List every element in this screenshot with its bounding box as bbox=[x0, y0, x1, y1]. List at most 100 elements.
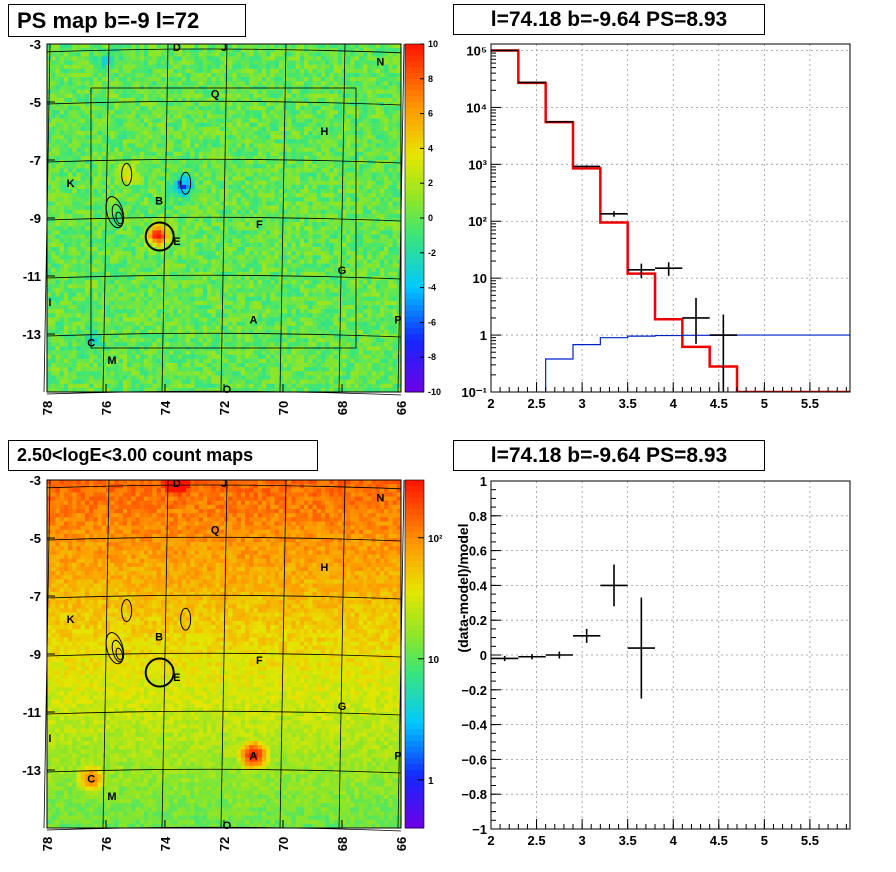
source-label-i: I bbox=[48, 297, 51, 309]
source-label-d: D bbox=[173, 478, 181, 490]
model-step-line bbox=[491, 49, 850, 392]
x-tick-label: 4.5 bbox=[710, 396, 728, 411]
x-tick-label: 3.5 bbox=[619, 833, 637, 848]
colorbar-tick-label: 10 bbox=[428, 39, 438, 49]
source-label-e: E bbox=[173, 236, 180, 248]
source-label-j: J bbox=[221, 42, 227, 54]
spectrum-plot: 2 2.5 3 3.5 4 4.5 5 5.5 10⁵ 10⁴ 10³ 10² 10 1 10⁻¹ bbox=[461, 43, 851, 411]
grid-longitude-line bbox=[338, 43, 346, 393]
y-tick-label: -3 bbox=[29, 473, 41, 488]
source-label-p: P bbox=[394, 315, 401, 327]
source-label-o: O bbox=[223, 384, 232, 396]
source-label-j: J bbox=[221, 478, 227, 490]
contour bbox=[121, 599, 133, 622]
grid-longitude-line bbox=[102, 479, 110, 829]
background-step-line bbox=[545, 334, 850, 392]
source-circle bbox=[144, 221, 175, 252]
contour bbox=[115, 211, 124, 225]
y-tick-label: 10² bbox=[468, 214, 487, 229]
x-tick-label: 5 bbox=[761, 396, 768, 411]
colorbar-tick-label: -4 bbox=[428, 283, 436, 293]
y-tick-label: 10 bbox=[473, 271, 487, 286]
grid-longitude-line bbox=[220, 479, 228, 829]
source-label-q: Q bbox=[211, 524, 220, 536]
grid-latitude-line bbox=[46, 594, 402, 600]
contour bbox=[180, 171, 192, 195]
grid-longitude-line bbox=[338, 479, 346, 829]
contour bbox=[121, 163, 133, 186]
ps-map-heatmap bbox=[47, 44, 402, 393]
x-tick-label: 78 bbox=[40, 401, 55, 415]
source-label-f: F bbox=[256, 219, 263, 231]
y-tick-label: 10³ bbox=[468, 157, 487, 172]
y-tick-label: -3 bbox=[29, 37, 41, 52]
colorbar-frame bbox=[404, 479, 425, 829]
grid-latitude-line bbox=[46, 768, 402, 774]
residual-title: l=74.18 b=-9.64 PS=8.93 bbox=[453, 440, 765, 471]
y-tick-label: 0.2 bbox=[469, 613, 487, 628]
source-label-g: G bbox=[338, 701, 347, 713]
x-tick-label: 5 bbox=[761, 833, 768, 848]
x-tick-label: 4.5 bbox=[710, 833, 728, 848]
grid-latitude-line bbox=[46, 100, 402, 106]
colorbar-tick-label: 0 bbox=[428, 213, 433, 223]
source-label-o: O bbox=[223, 820, 232, 832]
grid-longitude-line bbox=[161, 479, 169, 829]
y-tick-label: −1 bbox=[472, 822, 487, 837]
x-tick-label: 3 bbox=[578, 833, 585, 848]
roi-box bbox=[90, 87, 357, 349]
grid-latitude-line bbox=[46, 484, 402, 490]
x-tick-label: 68 bbox=[335, 837, 350, 851]
x-tick-label: 4 bbox=[670, 833, 678, 848]
colorbar-tick-label: -6 bbox=[428, 317, 436, 327]
source-label-q: Q bbox=[211, 88, 220, 100]
source-label-f: F bbox=[256, 655, 263, 667]
x-tick-label: 2 bbox=[487, 833, 494, 848]
count-map-chart: D J N Q H K B F E G A P CM O I -3 -5 -7 -9 -11 -13 78 76 74 72 7… bbox=[22, 473, 443, 851]
count-map-heatmap bbox=[47, 480, 402, 829]
grid-latitude-line bbox=[46, 536, 402, 542]
contour bbox=[105, 196, 125, 229]
source-label-m: M bbox=[107, 355, 116, 367]
x-tick-label: 72 bbox=[217, 401, 232, 415]
ps-map-colorbar: 10 8 6 4 2 0 -2 -4 -6 -8 -10 bbox=[404, 39, 441, 397]
residual-chart: (data-model)/model 2 2.5 3 3.5 4 4.5 5 5.5 1 0.8 0… bbox=[455, 474, 851, 848]
y-tick-label: -7 bbox=[29, 589, 41, 604]
grid-latitude-line bbox=[46, 332, 402, 338]
source-label-g: G bbox=[338, 265, 347, 277]
grid-latitude-line bbox=[46, 158, 402, 164]
count-map-title: 2.50<logE<3.00 count maps bbox=[8, 440, 318, 471]
y-tick-label: 10⁴ bbox=[466, 100, 487, 115]
source-label-a: A bbox=[250, 751, 258, 763]
contour bbox=[111, 203, 124, 227]
ps-map-axes: -3 -5 -7 -9 -11 -13 78 76 74 72 70 68 66 bbox=[22, 37, 409, 415]
residual-panel: l=74.18 b=-9.64 PS=8.93 (data-model)/mod… bbox=[448, 436, 896, 872]
y-tick-label: -5 bbox=[29, 95, 41, 110]
colorbar-tick-label: 4 bbox=[428, 143, 433, 153]
source-label-h: H bbox=[320, 126, 328, 138]
count-map-axes: -3 -5 -7 -9 -11 -13 78 76 74 72 70 68 66 bbox=[22, 473, 409, 851]
spectrum-chart: 2 2.5 3 3.5 4 4.5 5 5.5 10⁵ 10⁴ 10³ 10² 10 1 10⁻¹ bbox=[461, 43, 851, 411]
count-map-source-labels: D J N Q H K B F E G A P CM O I bbox=[48, 478, 401, 832]
y-tick-label: 0 bbox=[480, 648, 487, 663]
source-label-b: B bbox=[155, 632, 163, 644]
residual-plot: 2 2.5 3 3.5 4 4.5 5 5.5 1 0.8 0.6 0.4 0.2 0 −0.2 −0.4 −0… bbox=[461, 474, 851, 848]
grid-latitude-line bbox=[46, 48, 402, 54]
source-label-e: E bbox=[173, 672, 180, 684]
colorbar-tick-label: -2 bbox=[428, 248, 436, 258]
y-tick-label: -11 bbox=[23, 269, 41, 284]
source-circle bbox=[144, 657, 175, 688]
y-tick-label: 0.4 bbox=[469, 578, 488, 593]
y-tick-label: −0.8 bbox=[461, 787, 487, 802]
colorbar-tick-label: 6 bbox=[428, 109, 433, 119]
y-tick-label: -9 bbox=[29, 211, 41, 226]
source-label-b: B bbox=[155, 196, 163, 208]
grid-latitude-line bbox=[46, 710, 402, 716]
y-tick-label: -9 bbox=[29, 647, 41, 662]
x-tick-label: 66 bbox=[394, 837, 409, 851]
contour bbox=[105, 632, 125, 665]
contour bbox=[111, 639, 124, 663]
x-tick-label: 78 bbox=[40, 837, 55, 851]
